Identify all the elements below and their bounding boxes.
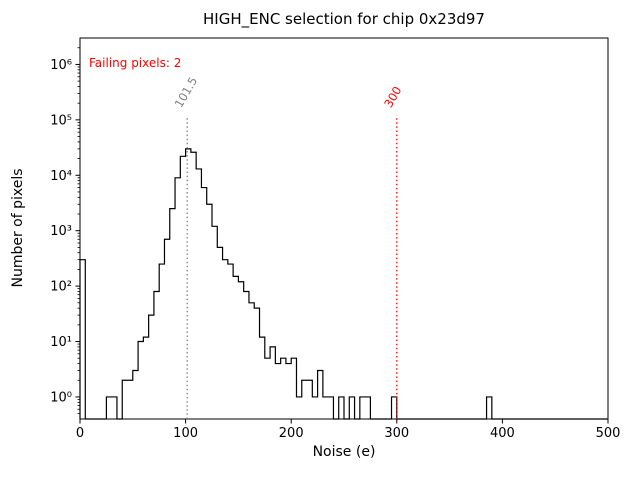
x-tick-label: 0 [76,426,84,441]
x-tick-label: 400 [490,426,515,441]
y-tick-label: 10⁶ [50,58,72,73]
y-tick-label: 10⁰ [50,390,72,405]
x-tick-label: 100 [173,426,198,441]
chart-title: HIGH_ENC selection for chip 0x23d97 [203,10,485,28]
x-tick-label: 300 [384,426,409,441]
y-tick-label: 10⁵ [50,113,72,128]
failing-pixels-annotation: Failing pixels: 2 [89,56,182,70]
y-tick-label: 10³ [50,224,72,239]
y-axis-label: Number of pixels [10,168,26,288]
x-axis-label: Noise (e) [312,444,376,460]
y-tick-label: 10⁴ [50,169,72,184]
x-tick-label: 200 [279,426,304,441]
cut-line-label: 300 [381,84,404,110]
x-tick-label: 500 [596,426,621,441]
cut-line-label: 101.5 [172,74,201,110]
y-tick-label: 10¹ [50,335,72,350]
y-tick-label: 10² [50,280,72,295]
histogram-line [79,148,608,420]
plot-frame [79,37,609,420]
